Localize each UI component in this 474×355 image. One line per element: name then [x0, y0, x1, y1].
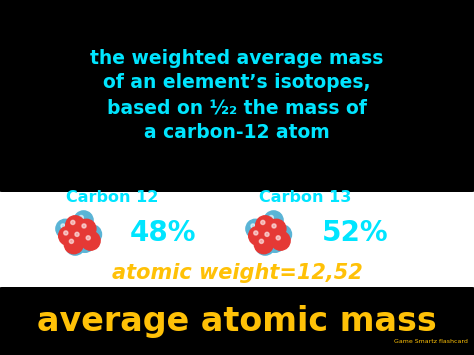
Circle shape: [77, 219, 96, 238]
Circle shape: [56, 219, 75, 238]
FancyBboxPatch shape: [0, 0, 474, 192]
Circle shape: [61, 224, 65, 228]
Circle shape: [64, 235, 83, 254]
Text: Carbon 13: Carbon 13: [259, 190, 351, 204]
Circle shape: [64, 231, 68, 235]
Circle shape: [277, 229, 282, 234]
Circle shape: [255, 216, 275, 235]
Text: Game Smartz flashcard: Game Smartz flashcard: [394, 339, 468, 344]
Text: 52%: 52%: [322, 219, 389, 247]
Circle shape: [260, 228, 279, 247]
Circle shape: [267, 219, 286, 238]
Circle shape: [66, 236, 85, 255]
Circle shape: [71, 241, 75, 245]
Circle shape: [261, 241, 265, 245]
Circle shape: [81, 238, 85, 242]
Text: the weighted average mass
of an element’s isotopes,
based on ½₂ the mass of
a ca: the weighted average mass of an element’…: [91, 49, 383, 142]
Circle shape: [269, 215, 273, 220]
Circle shape: [70, 228, 89, 247]
Circle shape: [75, 232, 79, 236]
Circle shape: [74, 211, 93, 230]
Circle shape: [259, 239, 264, 244]
Circle shape: [254, 235, 273, 254]
Text: Carbon 12: Carbon 12: [66, 190, 158, 204]
Circle shape: [272, 224, 276, 228]
Circle shape: [71, 220, 75, 225]
Text: 48%: 48%: [130, 219, 197, 247]
Circle shape: [79, 215, 83, 220]
Circle shape: [271, 231, 290, 250]
Circle shape: [82, 225, 101, 244]
Circle shape: [66, 216, 85, 235]
Circle shape: [59, 226, 78, 245]
Circle shape: [255, 236, 275, 255]
Circle shape: [264, 211, 283, 230]
Text: average atomic mass: average atomic mass: [37, 306, 437, 339]
Circle shape: [276, 236, 280, 240]
Text: atomic weight=12,52: atomic weight=12,52: [111, 263, 363, 283]
Circle shape: [265, 233, 284, 252]
Circle shape: [81, 231, 100, 250]
Circle shape: [88, 229, 91, 234]
Circle shape: [246, 219, 265, 238]
Circle shape: [251, 224, 255, 228]
Circle shape: [271, 238, 275, 242]
Circle shape: [254, 231, 258, 235]
Circle shape: [249, 226, 268, 245]
Circle shape: [69, 239, 73, 244]
Circle shape: [261, 220, 265, 225]
Circle shape: [82, 224, 86, 228]
FancyBboxPatch shape: [0, 287, 474, 355]
Circle shape: [265, 232, 269, 236]
Circle shape: [273, 225, 292, 244]
Circle shape: [86, 236, 91, 240]
Circle shape: [75, 233, 94, 252]
